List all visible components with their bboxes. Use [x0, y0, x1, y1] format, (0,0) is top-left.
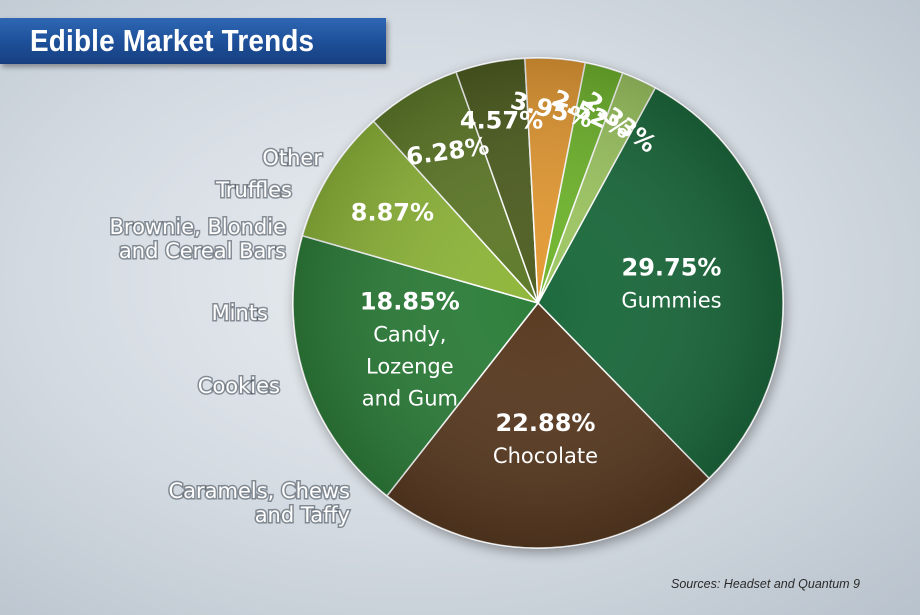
category-label-candy-lozenge-and-gum: Candy, Lozenge and Gum — [362, 323, 458, 411]
value-label-gummies: 29.75% — [622, 254, 722, 282]
slice-label-mints: 4.57% — [460, 106, 543, 134]
slice-label-candy-lozenge-and-gum: 18.85% Candy, Lozenge and Gum — [360, 288, 460, 411]
source-note: Sources: Headset and Quantum 9 — [670, 577, 860, 591]
title-banner: Edible Market Trends — [0, 18, 386, 64]
slice-label-gummies: 29.75% Gummies — [621, 254, 721, 313]
chart-title: Edible Market Trends — [30, 23, 315, 58]
category-label-chocolate: Chocolate — [493, 444, 598, 468]
value-label-chocolate: 22.88% — [495, 409, 595, 437]
category-label-caramels-chews-and-taffy: Caramels, Chews and Taffy — [168, 479, 350, 527]
category-label-cookies: Cookies — [198, 374, 280, 398]
category-label-brownie-blondie-and-cereal-bars: Brownie, Blondie and Cereal Bars — [109, 215, 286, 263]
slice-label-chocolate: 22.88% Chocolate — [493, 409, 598, 468]
value-label-caramels-chews-and-taffy: 8.87% — [351, 198, 434, 226]
category-label-gummies: Gummies — [621, 289, 721, 313]
value-label-candy-lozenge-and-gum: 18.85% — [360, 288, 460, 316]
category-label-truffles: Truffles — [215, 178, 292, 202]
value-label-mints: 4.57% — [460, 106, 543, 134]
category-label-mints: Mints — [212, 301, 268, 325]
slice-label-caramels-chews-and-taffy: 8.87% — [351, 198, 434, 226]
category-label-other: Other — [262, 146, 322, 170]
